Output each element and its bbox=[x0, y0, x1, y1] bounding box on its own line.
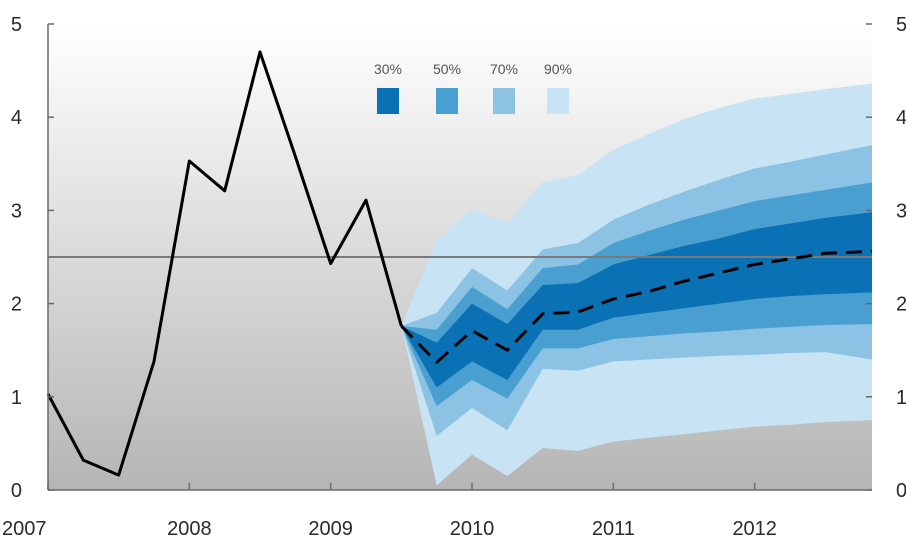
y-tick-label-left: 3 bbox=[11, 200, 22, 222]
legend: 30% 50% 70% 90% bbox=[374, 61, 572, 114]
history-line bbox=[46, 50, 403, 477]
y-tick-label-left: 5 bbox=[11, 14, 22, 36]
y-tick-label-right: 1 bbox=[896, 387, 906, 409]
legend-label: 50% bbox=[433, 61, 461, 77]
x-tick-label: 2010 bbox=[450, 518, 495, 540]
x-tick-label: 2008 bbox=[167, 518, 212, 540]
y-tick-label-right: 4 bbox=[896, 107, 906, 129]
y-tick-label-left: 0 bbox=[11, 480, 22, 502]
legend-label: 70% bbox=[490, 61, 518, 77]
legend-label: 90% bbox=[544, 61, 572, 77]
y-tick-label-right: 2 bbox=[896, 294, 906, 316]
legend-swatch bbox=[436, 88, 458, 114]
axes: 0 1 2 3 4 5 0 1 2 3 4 5 2007 2008 2009 2010 2011 2012 bbox=[2, 14, 906, 540]
legend-swatch bbox=[493, 88, 515, 114]
y-tick-label-right: 3 bbox=[896, 200, 906, 222]
y-tick-label-left: 1 bbox=[11, 387, 22, 409]
y-tick-label-left: 4 bbox=[11, 107, 22, 129]
projection-median-line bbox=[400, 249, 873, 364]
y-tick-label-right: 5 bbox=[896, 14, 906, 36]
legend-label: 30% bbox=[374, 61, 402, 77]
x-tick-label: 2012 bbox=[732, 518, 777, 540]
legend-swatch bbox=[547, 88, 569, 114]
x-tick-label: 2007 bbox=[2, 518, 47, 540]
legend-swatch bbox=[377, 88, 399, 114]
y-tick-label-left: 2 bbox=[11, 294, 22, 316]
x-tick-label: 2011 bbox=[592, 518, 635, 540]
x-tick-label: 2009 bbox=[308, 518, 353, 540]
y-tick-label-right: 0 bbox=[896, 480, 906, 502]
